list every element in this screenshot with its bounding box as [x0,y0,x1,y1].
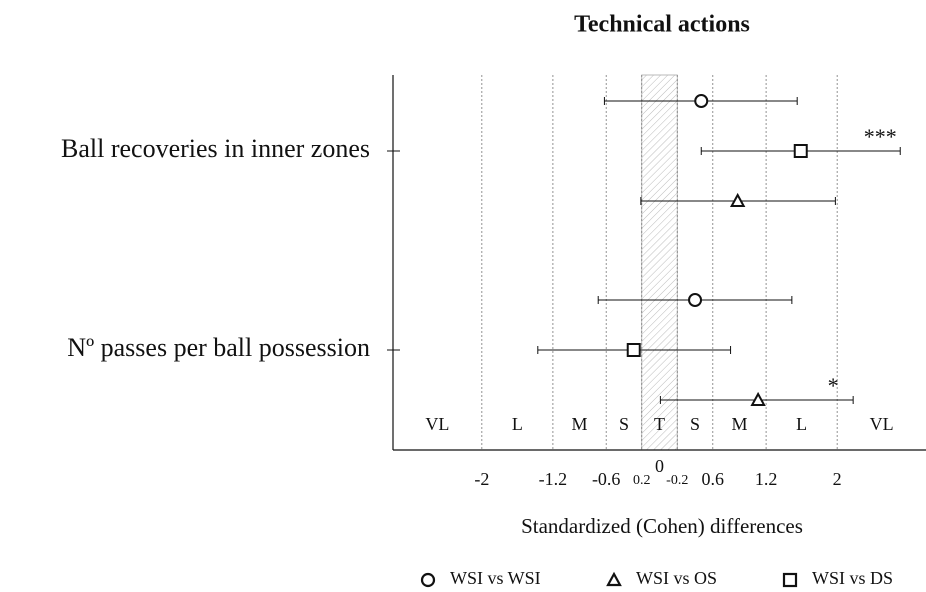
zone-label: VL [870,414,894,434]
x-tick-label: -1.2 [539,469,568,489]
marker [793,144,808,158]
x-tick-label: -0.6 [592,469,621,489]
zone-label: S [619,414,629,434]
x-axis-label: Standardized (Cohen) differences [521,514,803,538]
zone-label: M [572,414,588,434]
zone-label: VL [425,414,449,434]
marker [688,293,703,307]
shaded-band [641,74,678,451]
legend-marker [606,571,622,587]
marker [729,192,746,207]
annotation: *** [864,124,897,149]
x-tick-label: 1.2 [755,469,778,489]
x-tick-label: 2 [833,469,842,489]
x-tick-label: -2 [474,469,489,489]
category-label: Nº passes per ball possession [67,333,370,362]
marker [750,391,766,406]
legend-marker [782,572,798,588]
x-tick-label: 0.6 [702,469,725,489]
zone-label: T [654,414,665,434]
zone-label: S [690,414,700,434]
x-tick-label: 0.2 [633,473,651,488]
legend-label: WSI vs DS [812,568,893,588]
category-label: Ball recoveries in inner zones [61,134,370,163]
zone-label: M [731,414,747,434]
marker [694,94,709,108]
x-tick-label: 0 [655,456,664,476]
legend-label: WSI vs WSI [450,568,541,588]
zone-label: L [512,414,523,434]
legend-label: WSI vs OS [636,568,717,588]
zone-label: L [796,414,807,434]
marker [626,343,641,357]
legend-marker [420,572,436,588]
chart-title: Technical actions [574,12,750,38]
annotation: * [828,373,839,398]
x-tick-label: -0.2 [666,473,688,488]
